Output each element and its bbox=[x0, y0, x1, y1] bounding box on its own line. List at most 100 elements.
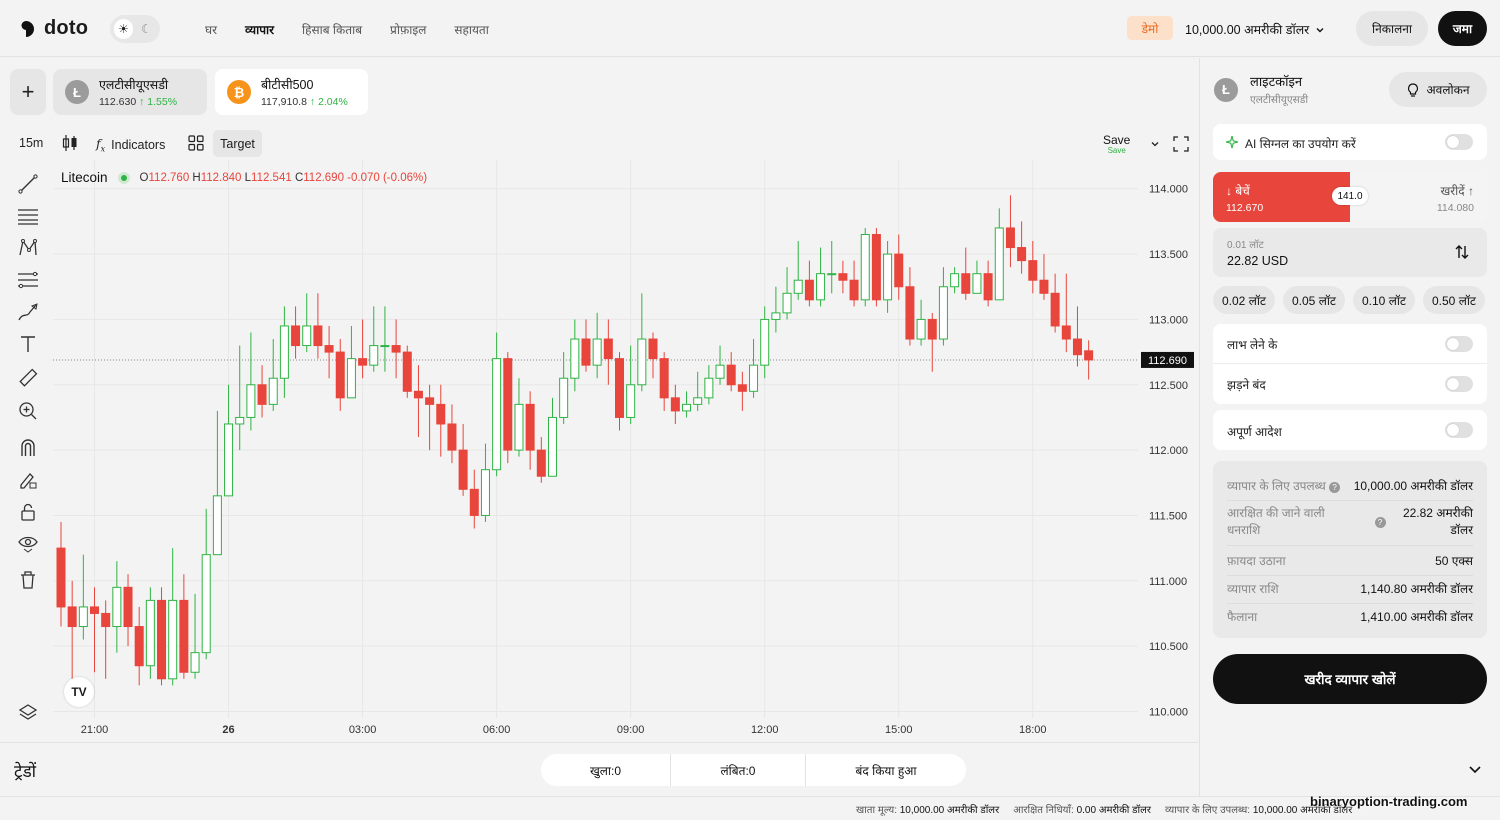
litecoin-icon: Ł bbox=[65, 80, 89, 104]
stop-loss-toggle[interactable] bbox=[1445, 376, 1473, 392]
summary-row-available: व्यापार के लिए उपलब्ध ? 10,000.00 अमरीकी… bbox=[1227, 477, 1473, 501]
lock-icon[interactable] bbox=[16, 500, 40, 524]
candle-body bbox=[849, 279, 859, 301]
ruler-icon[interactable] bbox=[16, 366, 40, 390]
brush-icon[interactable] bbox=[16, 300, 40, 324]
layers-icon[interactable] bbox=[16, 700, 40, 724]
withdraw-button[interactable]: निकालना bbox=[1356, 11, 1428, 46]
swap-icon[interactable] bbox=[1454, 244, 1470, 260]
horizontal-lines-icon[interactable] bbox=[16, 204, 40, 228]
save-button[interactable]: Save Save bbox=[1103, 133, 1131, 155]
account-balance-selector[interactable]: 10,000.00 अमरीकी डॉलर bbox=[1185, 21, 1325, 38]
trade-tabs: खुला:0 लंबित:0 बंद किया हुआ bbox=[541, 754, 966, 786]
x-axis-label: 15:00 bbox=[885, 724, 913, 736]
magnet-icon[interactable] bbox=[16, 436, 40, 460]
available-funds: व्यापार के लिए उपलब्ध: 10,000.00 अमरीकी … bbox=[1164, 805, 1353, 816]
lot-preset-2[interactable]: 0.10 लॉट bbox=[1353, 286, 1415, 314]
pending-order-toggle[interactable] bbox=[1445, 422, 1473, 438]
trend-line-icon[interactable] bbox=[16, 172, 40, 196]
candle-body bbox=[704, 377, 714, 399]
lot-preset-0[interactable]: 0.02 लॉट bbox=[1213, 286, 1275, 314]
layout-grid-icon[interactable] bbox=[188, 135, 204, 151]
interval-selector[interactable]: 15m bbox=[19, 136, 44, 150]
help-icon[interactable]: ? bbox=[1329, 482, 1341, 493]
candle-body bbox=[950, 273, 960, 288]
eye-icon[interactable] bbox=[16, 531, 40, 555]
candle-body bbox=[771, 312, 781, 320]
candle-body bbox=[313, 325, 323, 347]
watermark: binaryoption-trading.com bbox=[1310, 794, 1468, 809]
candle-body bbox=[1017, 247, 1027, 262]
help-icon[interactable]: ? bbox=[1374, 516, 1386, 528]
target-button[interactable]: Target bbox=[213, 130, 262, 157]
summary-row-amount: व्यापार राशि 1,140.80 अमरीकी डॉलर bbox=[1227, 580, 1473, 604]
text-tool-icon[interactable] bbox=[16, 332, 40, 356]
candle-body bbox=[1028, 260, 1038, 281]
tp-sl-card: लाभ लेने के झड़ने बंद bbox=[1213, 324, 1487, 404]
candle-body bbox=[369, 345, 379, 366]
pattern-tool-icon[interactable] bbox=[16, 236, 40, 260]
trades-title: ट्रेडों bbox=[14, 762, 37, 781]
sun-icon[interactable]: ☀ bbox=[114, 19, 133, 39]
tab-closed-trades[interactable]: बंद किया हुआ bbox=[855, 763, 917, 778]
nav-accounts[interactable]: हिसाब किताब bbox=[302, 23, 363, 37]
lot-preset-3[interactable]: 0.50 लॉट bbox=[1423, 286, 1485, 314]
candle-body bbox=[670, 397, 680, 412]
logo[interactable]: doto bbox=[20, 17, 88, 40]
sell-buy-selector: ↓ बेचें 112.670 खरीदें ↑ 114.080 141.0 bbox=[1213, 172, 1487, 222]
candle-type-icon[interactable] bbox=[62, 134, 78, 152]
candle-body bbox=[871, 233, 881, 301]
candle-body bbox=[905, 286, 915, 340]
candle-body bbox=[793, 279, 803, 294]
buy-button[interactable]: खरीदें ↑ 114.080 bbox=[1436, 184, 1474, 214]
y-axis-label: 111.500 bbox=[1149, 510, 1187, 522]
sell-button[interactable]: ↓ बेचें 112.670 bbox=[1213, 172, 1350, 222]
candle-body bbox=[224, 423, 234, 497]
zoom-in-icon[interactable] bbox=[16, 399, 40, 423]
y-axis-label: 113.000 bbox=[1149, 314, 1188, 326]
asset-tab-name: बीटीसी500 bbox=[261, 78, 314, 92]
take-profit-toggle[interactable] bbox=[1445, 336, 1473, 352]
candle-body bbox=[1039, 279, 1049, 294]
x-axis-label: 06:00 bbox=[483, 724, 511, 736]
tradingview-logo[interactable]: TV bbox=[64, 677, 94, 707]
fib-tool-icon[interactable] bbox=[16, 268, 40, 292]
sparkle-icon bbox=[1225, 135, 1239, 149]
moon-icon[interactable]: ☾ bbox=[141, 22, 152, 36]
x-axis-label: 09:00 bbox=[617, 724, 645, 736]
candle-body bbox=[291, 325, 301, 347]
trash-icon[interactable] bbox=[16, 568, 40, 592]
chevron-down-icon[interactable] bbox=[1466, 760, 1484, 778]
candle-body bbox=[402, 351, 412, 392]
candle-body bbox=[715, 364, 725, 379]
asset-code: एलटीसीयूएसडी bbox=[1250, 94, 1309, 106]
nav-trade[interactable]: व्यापार bbox=[245, 23, 275, 37]
chevron-down-icon bbox=[1316, 27, 1324, 32]
nav-home[interactable]: घर bbox=[205, 23, 218, 37]
draw-lock-icon[interactable] bbox=[16, 468, 40, 492]
asset-tab-ltcusd[interactable]: Ł एलटीसीयूएसडी 112.630 ↑ 1.55% bbox=[53, 69, 207, 115]
overview-button[interactable]: अवलोकन bbox=[1389, 72, 1487, 107]
price-chart[interactable]: 110.000 110.500 111.000 111.500 112.000 112.5… bbox=[53, 160, 1198, 742]
fullscreen-icon[interactable] bbox=[1173, 136, 1189, 152]
candle-body bbox=[804, 279, 814, 301]
tab-pending-trades[interactable]: लंबित:0 bbox=[671, 754, 806, 786]
asset-name: लाइटकॉइन bbox=[1250, 74, 1303, 89]
lot-preset-1[interactable]: 0.05 लॉट bbox=[1283, 286, 1345, 314]
lot-size-input[interactable]: 0.01 लॉट 22.82 USD bbox=[1213, 228, 1487, 277]
nav-profile[interactable]: प्रोफ़ाइल bbox=[390, 23, 427, 37]
deposit-button[interactable]: जमा bbox=[1438, 11, 1487, 46]
indicators-button[interactable]: fx Indicators bbox=[96, 136, 166, 154]
nav-help[interactable]: सहायता bbox=[454, 23, 489, 37]
asset-header: Ł लाइटकॉइन एलटीसीयूएसडी bbox=[1214, 72, 1308, 107]
market-status-dot bbox=[117, 171, 130, 184]
ai-signal-toggle[interactable] bbox=[1445, 134, 1473, 150]
candle-body bbox=[380, 345, 390, 348]
add-asset-button[interactable]: + bbox=[10, 69, 46, 115]
tab-open-trades[interactable]: खुला:0 bbox=[541, 754, 671, 786]
chevron-down-icon[interactable] bbox=[1150, 139, 1160, 149]
asset-tab-btc500[interactable]: ₿ बीटीसी500 117,910.8 ↑ 2.04% bbox=[215, 69, 368, 115]
candle-body bbox=[358, 358, 368, 366]
theme-toggle[interactable]: ☀ ☾ bbox=[110, 15, 160, 43]
open-buy-trade-button[interactable]: खरीद व्यापार खोलें bbox=[1213, 654, 1487, 704]
